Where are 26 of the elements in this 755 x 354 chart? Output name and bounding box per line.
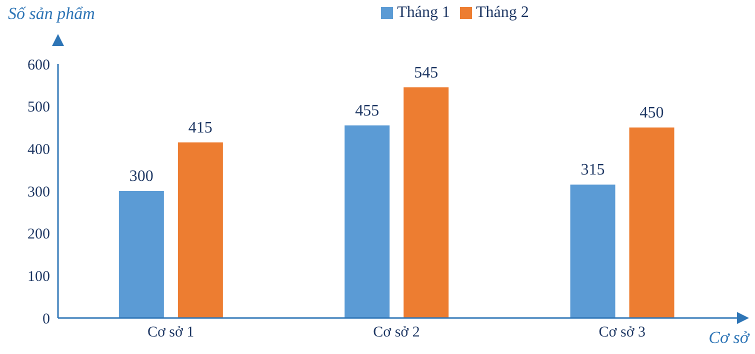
y-tick-label: 300	[28, 184, 50, 200]
legend-label: Tháng 1	[397, 4, 450, 21]
x-tick-label: Cơ sở 1	[147, 324, 194, 341]
bar	[404, 87, 449, 318]
data-label: 300	[129, 168, 154, 185]
data-label: 415	[188, 119, 212, 136]
y-tick-label: 200	[28, 226, 50, 243]
bar	[118, 191, 164, 318]
bar	[178, 142, 223, 318]
legend-label: Tháng 2	[476, 4, 529, 21]
data-label: 545	[414, 64, 438, 82]
y-axis-title: Số sản phẩm	[8, 4, 95, 24]
y-tick-label: 0	[42, 311, 50, 328]
bar	[629, 128, 674, 318]
bar	[570, 184, 616, 318]
data-label: 455	[355, 102, 380, 120]
y-tick-label: 100	[28, 268, 50, 285]
bar	[344, 125, 390, 318]
x-axis-title: Cơ sở	[708, 328, 749, 348]
y-tick-label: 500	[28, 100, 50, 116]
x-tick-label: Cơ sở 2	[373, 324, 420, 341]
data-label: 315	[580, 162, 605, 179]
y-tick-label: 600	[28, 57, 50, 74]
y-tick-label: 400	[28, 142, 50, 158]
data-label: 450	[640, 104, 664, 122]
x-tick-label: Cơ sở 3	[598, 324, 646, 341]
